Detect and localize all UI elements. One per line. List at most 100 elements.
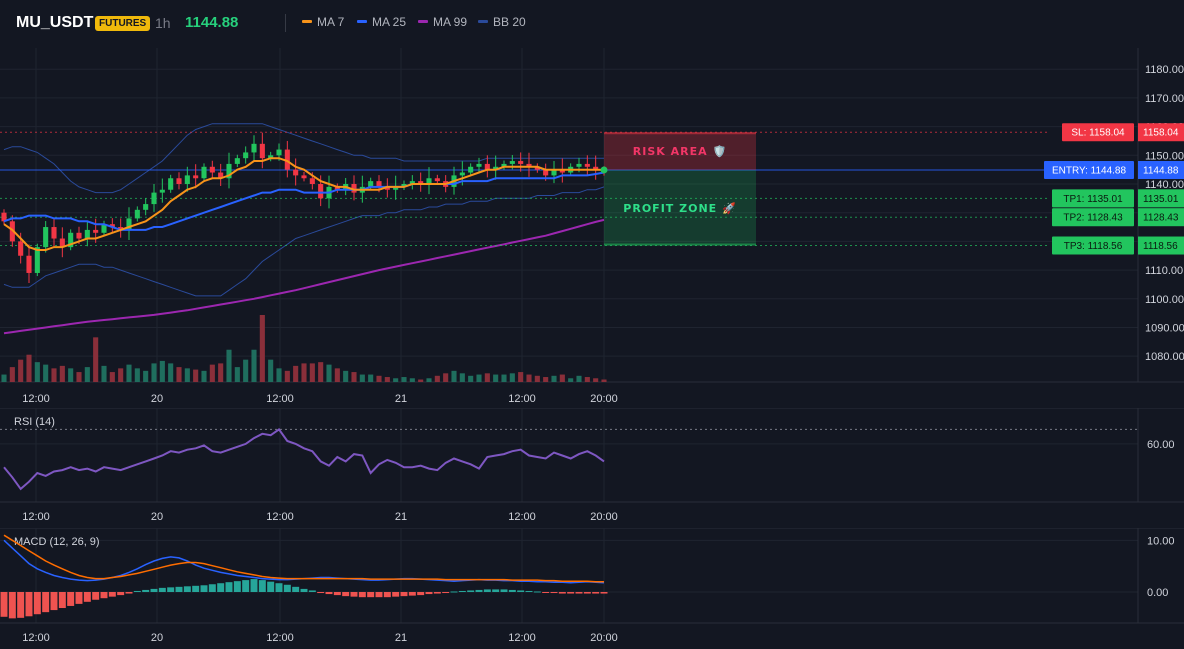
legend-swatch-bb20	[478, 20, 488, 24]
candle-body-69	[576, 163, 582, 167]
rsi-chart[interactable]: RSI (14) 60.00 12:00 20 12:00 21 12:00 20:00	[0, 408, 1184, 528]
macd-hist-bar-17	[142, 589, 150, 592]
candle-40	[334, 183, 340, 193]
rsi-x-tick-2: 12:00	[266, 511, 294, 523]
volume-bar-42	[351, 372, 357, 382]
candle-29	[243, 146, 249, 164]
candle-body-57	[476, 163, 482, 167]
candle-body-35	[293, 169, 299, 176]
candle-51	[426, 167, 432, 195]
candle-63	[526, 152, 532, 177]
symbol-name[interactable]: MU_USDT	[16, 14, 94, 31]
volume-bar-56	[468, 375, 474, 382]
macd-hist-bar-31	[258, 580, 266, 592]
candle-12	[101, 220, 107, 236]
candle-body-29	[243, 152, 249, 159]
volume-bar-30	[251, 349, 257, 382]
macd-hist-bar-52	[433, 592, 441, 594]
macd-hist-bar-6	[50, 592, 58, 611]
candle-26	[218, 163, 224, 187]
candle-body-26	[218, 172, 224, 179]
candle-body-19	[159, 189, 165, 193]
macd-hist-bar-66	[550, 592, 558, 594]
legend-swatch-ma99	[418, 20, 428, 24]
volume-bar-66	[551, 375, 557, 382]
macd-signal-line	[3, 534, 604, 583]
candle-31	[259, 132, 265, 169]
candle-body-6	[51, 227, 57, 239]
level-axis-tag-tp2	[1138, 208, 1184, 227]
candle-body-7	[59, 238, 65, 248]
volume-bar-68	[568, 378, 574, 382]
candle-body-30	[251, 143, 257, 153]
volume-bar-26	[218, 363, 224, 382]
last-price: 1144.88	[185, 14, 239, 31]
legend-ma7[interactable]: MA 7	[302, 15, 344, 29]
candle-21	[176, 172, 182, 190]
price-x-tick-4: 12:00	[508, 393, 536, 405]
macd-hist-bar-30	[250, 579, 258, 592]
candle-57	[476, 157, 482, 173]
candle-body-36	[301, 175, 307, 179]
candle-body-32	[268, 155, 274, 159]
legend-bb20[interactable]: BB 20	[478, 15, 526, 29]
candle-42	[351, 175, 357, 201]
volume-bar-62	[518, 372, 524, 382]
macd-hist-bar-39	[325, 592, 333, 595]
macd-x-tick-1: 20	[151, 632, 163, 644]
candle-body-61	[509, 161, 515, 164]
candle-3	[26, 244, 32, 284]
candle-body-12	[101, 224, 107, 233]
candle-body-60	[501, 163, 507, 167]
macd-hist-bar-19	[158, 587, 166, 592]
volume-bar-69	[576, 375, 582, 382]
macd-hist-bar-67	[558, 592, 566, 594]
candle-27	[226, 152, 232, 189]
candle-60	[501, 160, 507, 170]
price-chart[interactable]: 1080.001090.001100.001110.001120.001130.…	[0, 48, 1184, 408]
volume-bar-21	[176, 367, 182, 382]
profit-zone-edge	[604, 243, 756, 246]
candle-body-8	[68, 232, 74, 248]
candle-body-48	[401, 184, 407, 187]
macd-hist-bar-69	[575, 592, 583, 594]
candle-32	[268, 151, 274, 162]
macd-x-tick-5: 20:00	[590, 632, 618, 644]
volume-bar-8	[68, 368, 74, 382]
candle-body-58	[484, 163, 490, 170]
volume-bar-17	[143, 370, 149, 382]
rsi-x-tick-4: 12:00	[508, 511, 536, 523]
macd-hist-bar-2	[17, 592, 25, 618]
macd-hist-bar-40	[333, 592, 341, 596]
level-tag-text-tp1: TP1: 1135.01	[1063, 194, 1123, 205]
candle-body-67	[559, 169, 565, 173]
rsi-x-tick-0: 12:00	[22, 511, 50, 523]
ma25-line	[3, 171, 605, 231]
macd-hist-bar-13	[108, 592, 116, 597]
level-tag-tp3	[1052, 236, 1134, 255]
macd-hist-bar-18	[150, 588, 158, 592]
timeframe-label[interactable]: 1h	[155, 15, 171, 31]
macd-hist-bar-10	[83, 592, 91, 602]
level-axis-text-sl: 1158.04	[1143, 128, 1179, 139]
candle-body-17	[143, 204, 149, 210]
macd-hist-bar-21	[175, 586, 183, 592]
candle-59	[493, 155, 499, 180]
macd-hist-bar-62	[517, 590, 525, 592]
candle-body-0	[1, 212, 7, 222]
level-axis-tag-entry	[1138, 160, 1184, 179]
volume-bar-49	[409, 378, 415, 382]
volume-bar-44	[368, 374, 374, 382]
volume-bar-31	[259, 315, 265, 382]
volume-bar-59	[493, 374, 499, 382]
volume-bar-36	[301, 363, 307, 382]
volume-bar-63	[526, 374, 532, 382]
price-tick-3: 1110.00	[1145, 265, 1183, 277]
candle-body-59	[493, 166, 499, 170]
legend-ma99[interactable]: MA 99	[418, 15, 467, 29]
legend-ma25[interactable]: MA 25	[357, 15, 406, 29]
macd-chart[interactable]: MACD (12, 26, 9) 10.00 0.00 12:00 20 12:00 21 1…	[0, 528, 1184, 649]
macd-hist-bar-27	[225, 582, 233, 592]
volume-bar-6	[51, 368, 57, 382]
volume-bar-3	[26, 354, 32, 382]
